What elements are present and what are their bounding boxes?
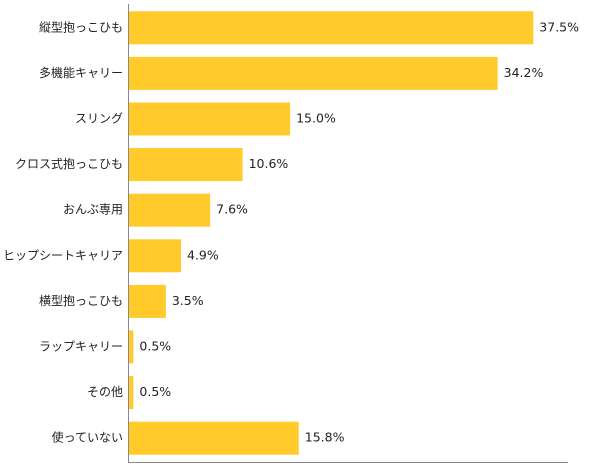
value-label: 37.5% xyxy=(539,19,579,34)
category-label: 多機能キャリー xyxy=(39,65,123,80)
value-label: 0.5% xyxy=(139,384,171,399)
value-label: 15.8% xyxy=(305,430,345,445)
bar xyxy=(128,330,134,364)
bar xyxy=(128,148,243,182)
value-label: 10.6% xyxy=(249,156,289,171)
category-label: クロス式抱っこひも xyxy=(15,156,123,171)
value-label: 15.0% xyxy=(296,111,336,126)
bar xyxy=(128,193,211,227)
bar xyxy=(128,421,299,455)
bar xyxy=(128,284,166,318)
bar xyxy=(128,11,534,45)
category-label: その他 xyxy=(87,385,123,399)
value-label: 3.5% xyxy=(172,293,204,308)
bar xyxy=(128,376,134,410)
bar xyxy=(128,102,291,136)
category-label: ヒップシートキャリア xyxy=(3,248,123,262)
category-label: スリング xyxy=(75,112,123,126)
category-label: ラップキャリー xyxy=(39,340,123,354)
bar xyxy=(128,56,498,90)
value-label: 7.6% xyxy=(216,202,248,217)
category-label: 横型抱っこひも xyxy=(39,293,123,308)
category-label: おんぶ専用 xyxy=(63,203,123,217)
bars-group xyxy=(128,11,534,455)
value-labels-group: 37.5% 34.2% 15.0% 10.6% 7.6% 4.9% 3.5% 0.5% 0.5%… xyxy=(139,19,579,444)
category-label: 使っていない xyxy=(52,430,123,445)
bar xyxy=(128,239,181,273)
category-label: 縦型抱っこひも xyxy=(39,19,123,34)
value-label: 4.9% xyxy=(187,247,219,262)
category-labels-group: 縦型抱っこひも多機能キャリースリングクロス式抱っこひもおんぶ専用ヒップシートキャ… xyxy=(3,19,123,444)
value-label: 34.2% xyxy=(504,65,544,80)
value-label: 0.5% xyxy=(139,339,171,354)
